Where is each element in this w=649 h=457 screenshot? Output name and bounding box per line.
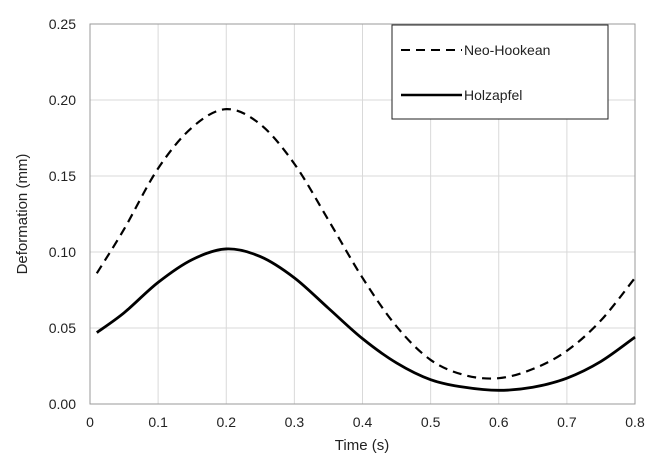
y-tick-label: 0.20 [49,92,76,108]
x-tick-label: 0.8 [625,414,645,430]
x-tick-label: 0.1 [148,414,168,430]
x-tick-label: 0.3 [285,414,305,430]
legend-label-neo-hookean: Neo-Hookean [464,42,550,58]
series-line-neo-hookean [95,108,636,380]
legend-box [391,24,609,120]
x-tick-label: 0.6 [489,414,509,430]
legend: Neo-Hookean Holzapfel [391,24,609,120]
x-tick-label: 0 [86,414,94,430]
y-tick-label: 0.10 [49,244,76,260]
plot-area-frame [89,23,636,405]
x-axis-title: Time (s) [335,437,389,454]
y-tick-label: 0.05 [49,320,76,336]
series-line-holzapfel [95,247,636,392]
series-lines [95,108,636,392]
x-tick-label: 0.7 [557,414,577,430]
y-tick-label: 0.00 [49,396,76,412]
y-tick-label: 0.25 [49,16,76,32]
legend-label-holzapfel: Holzapfel [464,87,522,103]
tick-labels: 0 0.1 0.2 0.3 0.4 0.5 0.6 0.7 0.8 0.00 0.05 0.10 0.1… [49,16,645,430]
x-tick-label: 0.2 [217,414,237,430]
x-tick-label: 0.4 [353,414,373,430]
y-tick-label: 0.15 [49,168,76,184]
x-tick-label: 0.5 [421,414,441,430]
y-axis-title: Deformation (mm) [14,154,31,275]
